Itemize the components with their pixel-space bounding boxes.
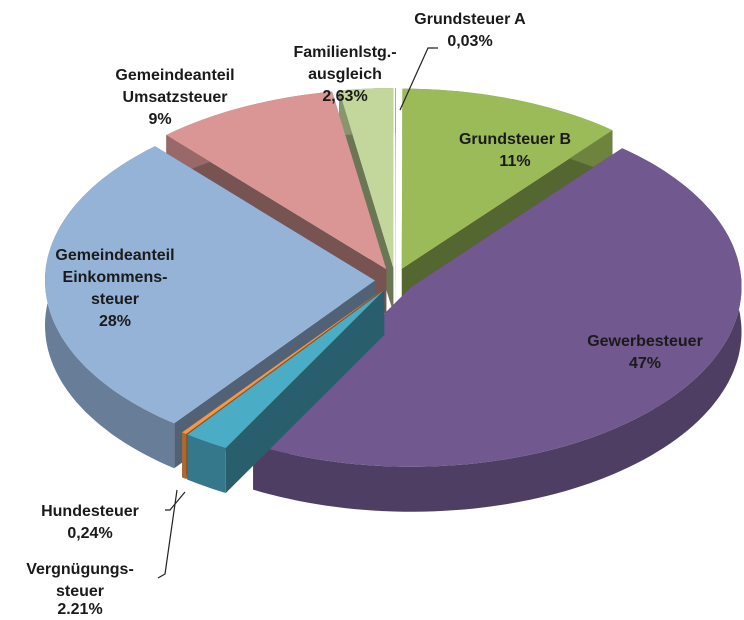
slice-label: Hundesteuer — [41, 503, 139, 520]
slice — [166, 91, 387, 270]
leader-line — [165, 491, 186, 511]
slice-label: Vergnügungs-steuer — [26, 561, 134, 600]
slice — [187, 290, 385, 448]
label-line: Grundsteuer B — [459, 131, 571, 148]
label-line: Hundesteuer — [41, 503, 139, 520]
value-label: 2.21% — [57, 601, 102, 618]
value-label: 0,03% — [447, 33, 492, 50]
slice — [182, 289, 383, 434]
slice — [395, 88, 396, 268]
slice-wall — [187, 434, 226, 493]
label-line: Gewerbesteuer — [587, 333, 703, 350]
slice-label: Familienlstg.- ausgleich — [293, 44, 396, 83]
value-label: 11% — [499, 153, 530, 170]
value-label: 9% — [148, 111, 171, 128]
label-line: Umsatzsteuer — [123, 89, 228, 106]
value-label: 0,24% — [67, 525, 112, 542]
slice-label: Gemeindeanteil Einkommens-steuer — [55, 247, 174, 308]
label-line: ausgleich — [308, 66, 382, 83]
leader-line — [157, 489, 178, 579]
slice — [253, 148, 742, 467]
slice-label: Grundsteuer A — [414, 11, 526, 28]
value-label: 2,63% — [322, 88, 367, 105]
slice — [339, 88, 394, 268]
label-line: steuer — [91, 291, 139, 308]
slice-label: Gemeindeanteil Umsatzsteuer — [115, 67, 234, 106]
label-line: Einkommens- — [63, 269, 168, 286]
label-line: Grundsteuer A — [414, 11, 526, 28]
leader-line — [399, 47, 438, 111]
slice — [45, 146, 375, 424]
value-label: 47% — [629, 355, 661, 372]
label-line: Familienlstg.- — [293, 44, 396, 61]
slice-label: Grundsteuer B — [459, 131, 571, 148]
label-line: Gemeindeanteil — [55, 247, 174, 264]
label-line: Vergnügungs- — [26, 561, 134, 578]
slice-wall — [182, 432, 187, 479]
label-line: steuer — [56, 583, 104, 600]
slice — [401, 88, 613, 269]
label-line: Gemeindeanteil — [115, 67, 234, 84]
slice-wall — [253, 148, 742, 512]
slice-label: Gewerbesteuer — [587, 333, 703, 350]
value-label: 28% — [99, 313, 131, 330]
slice-side — [395, 88, 396, 313]
